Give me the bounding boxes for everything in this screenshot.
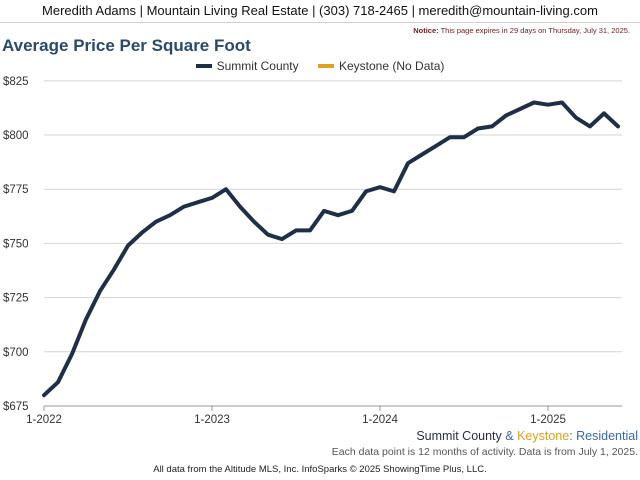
expiry-notice: Notice: This page expires in 29 days on … (413, 26, 630, 35)
chart-title: Average Price Per Square Foot (2, 36, 251, 55)
data-point (238, 205, 242, 209)
data-point (406, 161, 410, 165)
series-line-summit-county (42, 100, 620, 398)
notice-label: Notice: (413, 26, 439, 35)
y-tick-label: $800 (3, 130, 29, 142)
legend-swatch-keystone (317, 64, 334, 68)
chart-legend: Summit County Keystone (No Data) (0, 57, 640, 73)
y-tick-label: $750 (3, 238, 29, 250)
contact-line: Meredith Adams | Mountain Living Real Es… (42, 3, 598, 18)
legend-label-summit: Summit County (216, 59, 299, 73)
legend-label-keystone: Keystone (No Data) (338, 59, 445, 73)
data-point (560, 101, 564, 105)
data-point (280, 237, 284, 241)
data-point (308, 228, 312, 232)
area-label-sep: & (501, 429, 518, 443)
legend-swatch-summit (195, 64, 212, 68)
data-point (392, 189, 396, 193)
data-point (210, 196, 214, 200)
y-tick-label: $725 (3, 293, 29, 305)
area-label-type: : Residential (569, 429, 638, 443)
data-point (476, 127, 480, 131)
area-label: Summit County & Keystone: Residential (416, 429, 638, 443)
data-point (448, 135, 452, 139)
data-point (574, 116, 578, 120)
data-point (182, 205, 186, 209)
y-tick-label: $675 (3, 401, 29, 413)
legend-item-summit[interactable]: Summit County (195, 59, 299, 73)
data-point (588, 124, 592, 128)
data-point (154, 220, 158, 224)
data-point (504, 114, 508, 118)
data-point (546, 103, 550, 107)
x-tick-label: 1-2023 (194, 414, 230, 426)
contact-bar: Meredith Adams | Mountain Living Real Es… (0, 0, 640, 23)
data-point (98, 289, 102, 293)
data-point (140, 231, 144, 235)
x-tick-label: 1-2025 (530, 414, 566, 426)
data-point (168, 213, 172, 217)
data-point (490, 124, 494, 128)
data-point (336, 213, 340, 217)
data-point (602, 111, 606, 115)
data-point (252, 220, 256, 224)
data-point (518, 107, 522, 111)
data-point (126, 244, 130, 248)
data-point (112, 267, 116, 271)
data-point (56, 380, 60, 384)
data-credit: All data from the Altitude MLS, Inc. Inf… (153, 464, 487, 475)
data-point (616, 124, 620, 128)
data-point (42, 393, 46, 397)
data-point (532, 101, 536, 105)
data-note: Each data point is 12 months of activity… (331, 446, 638, 458)
data-point (70, 352, 74, 356)
data-point (364, 189, 368, 193)
legend-item-keystone[interactable]: Keystone (No Data) (317, 59, 445, 73)
data-point (420, 153, 424, 157)
data-point (462, 135, 466, 139)
data-point (322, 209, 326, 213)
x-tick-label: 1-2022 (26, 414, 62, 426)
data-point (266, 233, 270, 237)
data-point (434, 144, 438, 148)
data-point (378, 185, 382, 189)
data-point (196, 200, 200, 204)
x-tick-label: 1-2024 (362, 414, 398, 426)
y-tick-label: $825 (3, 76, 29, 88)
data-point (350, 209, 354, 213)
data-point (84, 317, 88, 321)
data-point (224, 187, 228, 191)
data-point (294, 228, 298, 232)
y-tick-label: $700 (3, 347, 29, 359)
y-tick-label: $775 (3, 184, 29, 196)
notice-text: This page expires in 29 days on Thursday… (440, 26, 630, 35)
area-label-summit: Summit County (416, 429, 502, 443)
area-label-keystone: Keystone (517, 429, 570, 443)
